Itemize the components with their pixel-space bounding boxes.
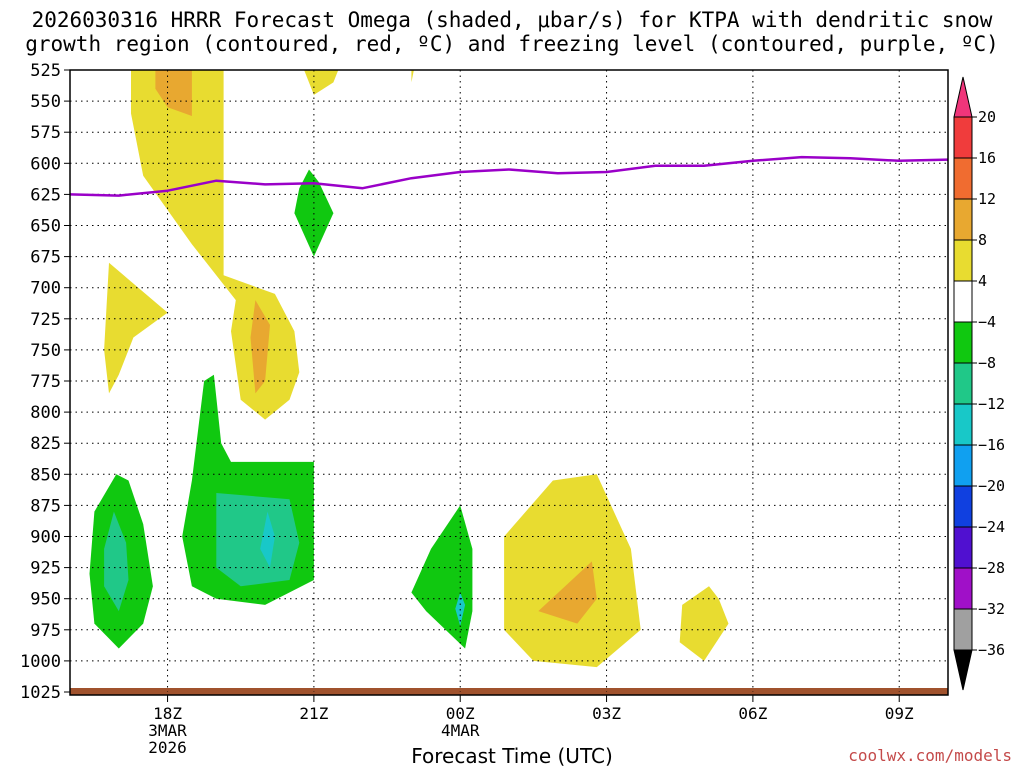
- colorbar-box: [953, 280, 973, 323]
- colorbar-box: [953, 116, 973, 159]
- y-tick-label: 1000: [20, 652, 61, 672]
- colorbar-box: [953, 608, 973, 651]
- y-tick-label: 775: [30, 372, 61, 392]
- y-tick-label: 825: [30, 434, 61, 454]
- y-tick-label: 675: [30, 248, 61, 268]
- colorbar-label: −36: [978, 641, 1005, 659]
- colorbar-label: −32: [978, 600, 1005, 618]
- omega-region-1: [304, 70, 339, 95]
- colorbar-label: −24: [978, 518, 1005, 536]
- y-tick-label: 575: [30, 123, 61, 143]
- y-tick-label: 750: [30, 341, 61, 361]
- colorbar-label: −12: [978, 395, 1005, 413]
- colorbar-box: [953, 485, 973, 528]
- y-tick-label: 875: [30, 496, 61, 516]
- y-tick-label: 625: [30, 185, 61, 205]
- credit-text: coolwx.com/models: [848, 746, 1012, 765]
- colorbar-label: 4: [978, 272, 987, 290]
- chart-title-line-2: growth region (contoured, red, ºC) and f…: [25, 32, 999, 56]
- x-tick-label: 00Z: [446, 704, 475, 723]
- y-tick-label: 550: [30, 92, 61, 112]
- chart-title-line-1: 2026030316 HRRR Forecast Omega (shaded, …: [31, 8, 993, 32]
- y-tick-label: 700: [30, 279, 61, 299]
- colorbar-box: [953, 157, 973, 200]
- colorbar-bottom-extension: [953, 649, 973, 691]
- y-tick-label: 800: [30, 403, 61, 423]
- colorbar-label: 12: [978, 190, 996, 208]
- colorbar-label: −20: [978, 477, 1005, 495]
- omega-region-9: [216, 493, 300, 587]
- omega-region-7: [104, 511, 129, 612]
- colorbar-box: [953, 526, 973, 569]
- y-tick-label: 1025: [20, 683, 61, 703]
- colorbar-label: −28: [978, 559, 1005, 577]
- x-tick-date: 3MAR: [148, 721, 187, 740]
- y-tick-label: 650: [30, 217, 61, 237]
- omega-region-10: [260, 511, 275, 568]
- y-tick-label: 975: [30, 621, 61, 641]
- freezing-level-line: [69, 155, 949, 197]
- x-tick-year: 2026: [148, 738, 187, 757]
- y-tick-label: 850: [30, 465, 61, 485]
- colorbar-box: [953, 362, 973, 405]
- plot-frame: [69, 69, 949, 696]
- colorbar-box: [953, 444, 973, 487]
- omega-region-2: [411, 70, 414, 83]
- colorbar-label: 20: [978, 108, 996, 126]
- colorbar-box: [953, 198, 973, 241]
- colorbar-label: 8: [978, 231, 987, 249]
- colorbar-box: [953, 403, 973, 446]
- y-tick-label: 925: [30, 559, 61, 579]
- colorbar-label: −4: [978, 313, 996, 331]
- colorbar-box: [953, 321, 973, 364]
- x-tick-label: 03Z: [592, 704, 621, 723]
- omega-region-4: [250, 300, 270, 394]
- x-axis-label: Forecast Time (UTC): [411, 744, 613, 768]
- colorbar-box: [953, 567, 973, 610]
- colorbar-label: −16: [978, 436, 1005, 454]
- omega-region-0: [131, 70, 300, 420]
- y-tick-label: 600: [30, 154, 61, 174]
- omega-region-3: [155, 70, 192, 116]
- x-tick-label: 18Z: [153, 704, 182, 723]
- x-tick-label: 21Z: [299, 704, 328, 723]
- colorbar-label: −8: [978, 354, 996, 372]
- omega-region-14: [504, 474, 641, 668]
- x-tick-label: 09Z: [885, 704, 914, 723]
- x-tick-label: 06Z: [738, 704, 767, 723]
- omega-region-11: [411, 505, 473, 649]
- y-tick-label: 525: [30, 61, 61, 81]
- x-tick-date: 4MAR: [441, 721, 480, 740]
- colorbar-box: [953, 239, 973, 282]
- colorbar-top-extension: [953, 76, 973, 118]
- omega-region-15: [538, 561, 597, 624]
- omega-region-5: [104, 262, 168, 394]
- colorbar-label: 16: [978, 149, 996, 167]
- y-tick-label: 900: [30, 528, 61, 548]
- omega-region-16: [679, 586, 729, 661]
- y-tick-label: 725: [30, 310, 61, 330]
- ground-strip: [70, 688, 948, 695]
- y-tick-label: 950: [30, 590, 61, 610]
